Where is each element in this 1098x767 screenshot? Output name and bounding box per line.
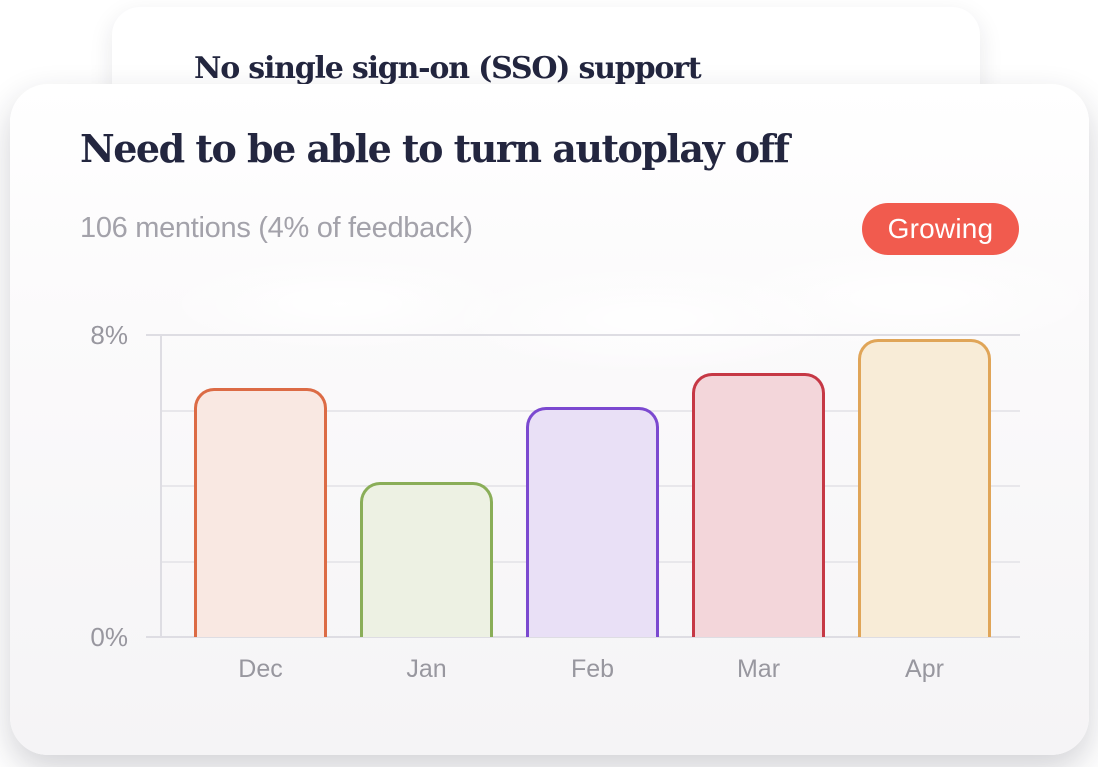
background-card-title: No single sign-on (SSO) support (194, 51, 702, 86)
bar-apr[interactable] (858, 338, 991, 637)
y-axis-label-max: 8% (90, 320, 128, 350)
topic-title: Need to be able to turn autoplay off (80, 126, 790, 171)
y-axis-label-min: 0% (90, 622, 128, 652)
baseline-0pct (146, 636, 1020, 638)
bar-feb[interactable] (526, 406, 659, 637)
x-axis-label-apr: Apr (905, 655, 944, 683)
gridline-8pct (146, 334, 1020, 336)
bar-dec[interactable] (194, 387, 327, 637)
feedback-topic-card: Need to be able to turn autoplay off 106… (10, 84, 1089, 755)
bar-mar[interactable] (692, 372, 825, 637)
trend-badge: Growing (862, 203, 1019, 255)
x-axis-label-mar: Mar (736, 655, 781, 683)
x-axis-label-feb: Feb (570, 655, 615, 683)
mentions-summary: 106 mentions (4% of feedback) (80, 212, 473, 244)
x-axis-label-jan: Jan (406, 655, 447, 683)
bar-jan[interactable] (360, 482, 493, 637)
bar-chart-plot-area: Dec Jan Feb Mar Apr (146, 334, 1020, 683)
x-axis-label-dec: Dec (238, 655, 283, 683)
